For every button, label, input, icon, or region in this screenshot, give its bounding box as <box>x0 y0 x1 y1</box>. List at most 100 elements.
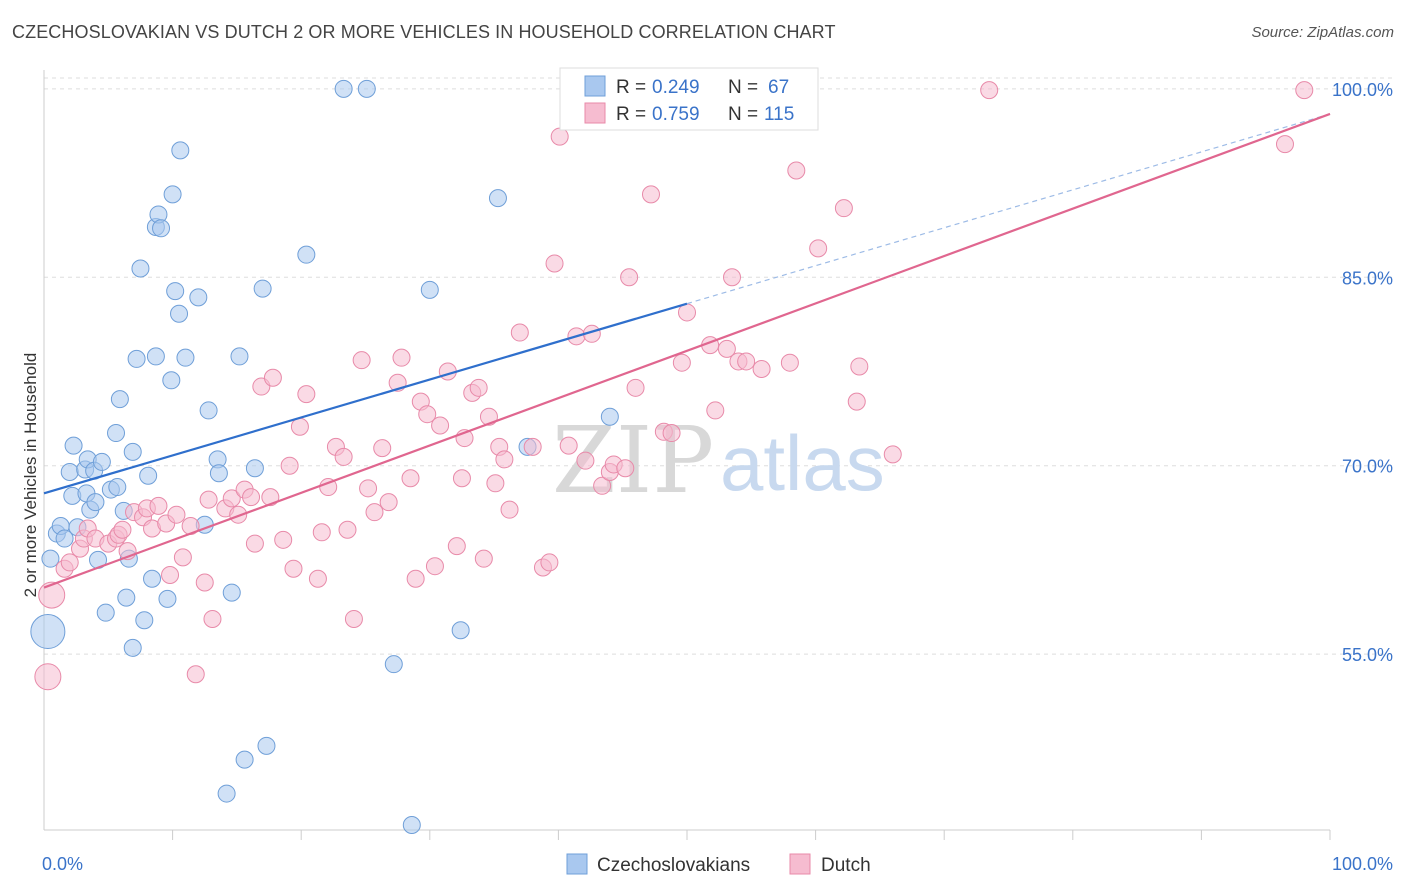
czechoslovakians-point-5 <box>60 462 79 481</box>
czechoslovakians-point-38 <box>163 185 182 204</box>
czechoslovakians-point-45 <box>199 401 218 420</box>
czechoslovakians-point-40 <box>170 304 189 323</box>
legend-swatch-pink <box>584 102 606 124</box>
legend-swatch-blue <box>584 75 606 97</box>
dutch-point-81 <box>576 451 595 470</box>
dutch-point-56 <box>406 569 425 588</box>
dutch-point-95 <box>706 401 725 420</box>
dutch-point-58 <box>418 405 437 424</box>
source-credit: Source: ZipAtlas.com <box>1251 24 1394 41</box>
legend-n-label-pink: N = <box>728 104 758 125</box>
czechoslovakians-point-37 <box>162 371 181 390</box>
czechoslovakians-point-57 <box>357 79 376 98</box>
czechoslovakians-point-50 <box>230 347 249 366</box>
dutch-point-105 <box>847 392 866 411</box>
dutch-point-69 <box>486 474 505 493</box>
czechoslovakians-point-54 <box>257 736 276 755</box>
czechoslovakians-point-29 <box>135 611 154 630</box>
dutch-point-25 <box>199 490 218 509</box>
y-tick-label-2: 85.0% <box>1342 268 1393 288</box>
dutch-point-34 <box>261 488 280 507</box>
y-tick-label-1: 70.0% <box>1342 457 1393 477</box>
czechoslovakians-point-56 <box>334 79 353 98</box>
dutch-point-41 <box>308 569 327 588</box>
czechoslovakians-point-32 <box>146 347 165 366</box>
dutch-point-54 <box>392 348 411 367</box>
czechoslovakians-point-0 <box>30 614 66 650</box>
dutch-point-72 <box>500 500 519 519</box>
czechoslovakians-point-4 <box>55 529 74 548</box>
legend-n-value-blue: 67 <box>768 77 789 98</box>
dutch-point-104 <box>834 199 853 218</box>
czechoslovakians-point-35 <box>152 219 171 238</box>
y-tick-label-3: 100.0% <box>1332 80 1393 100</box>
czechoslovakians-point-36 <box>158 589 177 608</box>
dutch-point-100 <box>752 359 771 378</box>
czechoslovakians-point-55 <box>297 245 316 264</box>
legend-r-value-blue: 0.249 <box>652 77 700 98</box>
dutch-point-42 <box>312 523 331 542</box>
czechoslovakians-point-58 <box>384 655 403 674</box>
czechoslovakians-point-60 <box>420 280 439 299</box>
series-legend: Czechoslovakians Dutch <box>566 853 871 876</box>
dutch-point-87 <box>620 268 639 287</box>
czechoslovakians-point-48 <box>217 784 236 803</box>
czechoslovakians-point-52 <box>245 459 264 478</box>
dutch-point-17 <box>149 496 168 515</box>
series-legend-swatch-dutch <box>789 853 811 875</box>
czechoslovakians-point-19 <box>108 478 127 497</box>
series-legend-swatch-czechoslovakians <box>566 853 588 875</box>
dutch-point-50 <box>365 503 384 522</box>
trend-line-czechoslovakians <box>43 302 688 495</box>
dutch-point-66 <box>469 378 488 397</box>
legend-n-value-pink: 115 <box>764 104 794 125</box>
legend-r-value-pink: 0.759 <box>652 104 700 125</box>
czechoslovakians-point-42 <box>176 348 195 367</box>
y-axis-label: 2 or more Vehicles in Household <box>21 353 40 598</box>
czechoslovakians-point-17 <box>96 603 115 622</box>
grid-lines <box>44 77 1392 655</box>
dutch-point-38 <box>284 559 303 578</box>
czechoslovakians-point-59 <box>402 815 421 834</box>
legend-r-label-pink: R = <box>616 104 646 125</box>
czechoslovakians-point-28 <box>131 259 150 278</box>
czechoslovakians-point-14 <box>86 493 105 512</box>
czechoslovakians-point-39 <box>166 282 185 301</box>
czechoslovakians-point-27 <box>127 349 146 368</box>
x-tick-label-0: 0.0% <box>42 854 83 874</box>
dutch-point-67 <box>474 549 493 568</box>
dutch-point-92 <box>672 353 691 372</box>
dutch-point-101 <box>780 353 799 372</box>
series-czechoslovakians <box>30 79 646 834</box>
dutch-point-96 <box>717 339 736 358</box>
dutch-point-97 <box>723 268 742 287</box>
dutch-point-31 <box>242 488 261 507</box>
x-tick-labels: 0.0% 100.0% <box>42 854 1393 874</box>
dutch-point-28 <box>222 489 241 508</box>
czechoslovakians-point-64 <box>600 407 619 426</box>
dutch-point-102 <box>787 161 806 180</box>
dutch-point-71 <box>495 450 514 469</box>
dutch-point-99 <box>737 352 756 371</box>
x-tick-label-1: 100.0% <box>1332 854 1393 874</box>
trend-lines <box>43 112 1331 589</box>
dutch-point-62 <box>447 537 466 556</box>
legend: R = 0.249 N = 67 R = 0.759 N = 115 <box>559 67 819 131</box>
dutch-point-109 <box>1275 135 1294 154</box>
dutch-point-29 <box>229 505 248 524</box>
czechoslovakians-point-25 <box>123 442 142 461</box>
dutch-point-74 <box>523 437 542 456</box>
watermark: ZIP atlas <box>552 407 885 514</box>
dutch-point-32 <box>245 534 264 553</box>
dutch-point-1 <box>38 581 66 609</box>
dutch-point-3 <box>60 553 79 572</box>
dutch-point-37 <box>280 456 299 475</box>
czechoslovakians-point-43 <box>189 288 208 307</box>
dutch-point-40 <box>297 385 316 404</box>
dutch-point-39 <box>290 417 309 436</box>
y-tick-labels: 55.0% 70.0% 85.0% 100.0% <box>1332 80 1393 665</box>
dutch-point-63 <box>452 469 471 488</box>
dutch-point-60 <box>431 416 450 435</box>
czechoslovakians-point-26 <box>123 638 142 657</box>
